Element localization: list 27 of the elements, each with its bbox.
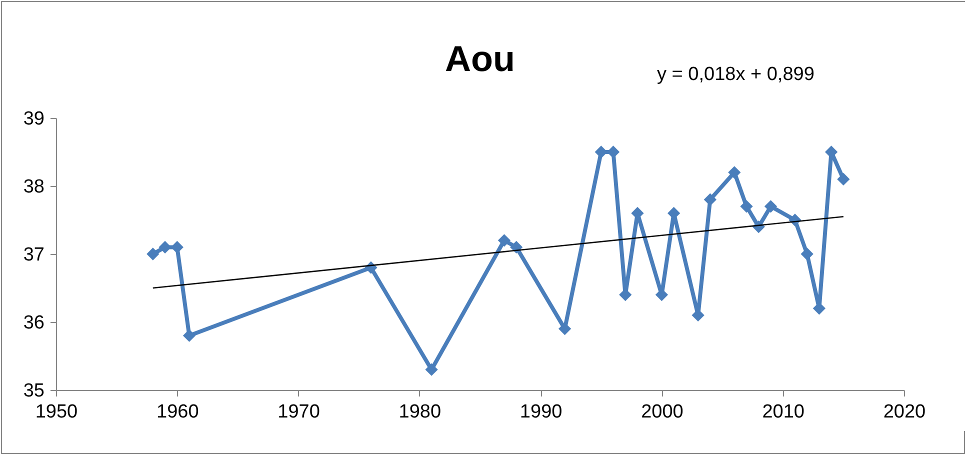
y-tick-label: 38	[23, 176, 44, 198]
point	[425, 363, 438, 376]
x-tick-label: 2000	[641, 402, 684, 422]
point	[158, 240, 172, 254]
chart-title: Aou	[445, 38, 515, 79]
x-tick-label: 1950	[35, 402, 78, 422]
y-tick-label: 39	[23, 108, 44, 130]
point	[182, 329, 196, 342]
x-tick-label: 1970	[278, 402, 320, 422]
y-tick-label: 37	[23, 244, 44, 266]
point	[728, 166, 741, 179]
point	[704, 193, 716, 206]
point	[146, 248, 160, 260]
x-tick-label: 2020	[883, 402, 926, 422]
point	[764, 200, 778, 213]
x-tick-label: 2010	[762, 402, 804, 422]
point	[800, 248, 814, 260]
point	[740, 200, 753, 213]
point	[170, 240, 184, 254]
y-tick-label: 35	[23, 380, 44, 402]
x-tick-label: 1960	[156, 402, 199, 422]
point	[837, 172, 850, 186]
y-tick-label: 36	[23, 312, 44, 334]
x-tick-label: 1980	[398, 402, 442, 422]
point	[498, 234, 511, 247]
x-tick-label: 1990	[520, 402, 562, 422]
text: y = 0,018x + 0,899	[657, 64, 814, 86]
